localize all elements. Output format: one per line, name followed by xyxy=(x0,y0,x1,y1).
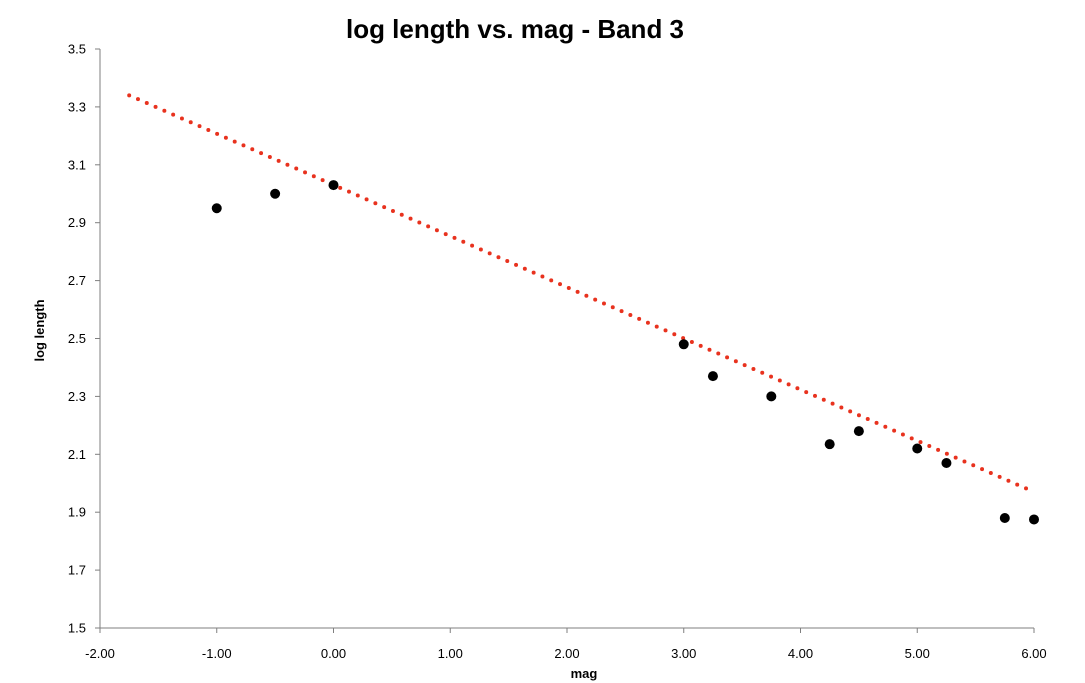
y-tick-label: 3.5 xyxy=(68,42,86,57)
data-point xyxy=(707,371,718,382)
trendline xyxy=(127,93,1036,494)
x-tick-label: 6.00 xyxy=(1021,646,1046,661)
data-point xyxy=(853,426,864,437)
x-tick-label: 0.00 xyxy=(321,646,346,661)
x-tick-label: 2.00 xyxy=(554,646,579,661)
points-layer xyxy=(211,180,1039,525)
y-tick-label: 2.5 xyxy=(68,331,86,346)
x-axis-label: mag xyxy=(571,666,598,681)
data-point xyxy=(999,512,1010,523)
axes xyxy=(99,49,1034,629)
y-tick-label: 2.7 xyxy=(68,273,86,288)
y-tick-label: 1.7 xyxy=(68,563,86,578)
x-tick-label: -1.00 xyxy=(202,646,232,661)
x-tick-label: 4.00 xyxy=(788,646,813,661)
y-ticks: 1.5 1.7 1.9 2.1 2.3 2.5 2.7 2.9 3.1 3.3 3.5 xyxy=(68,42,100,636)
x-tick-label: 3.00 xyxy=(671,646,696,661)
x-tick-label: -2.00 xyxy=(85,646,115,661)
y-tick-label: 1.9 xyxy=(68,505,86,520)
data-point xyxy=(211,203,222,214)
y-tick-label: 1.5 xyxy=(68,621,86,636)
x-ticks: -2.00 -1.00 0.00 1.00 2.00 3.00 4.00 5.00 6.00 xyxy=(85,628,1047,661)
data-point xyxy=(270,188,281,199)
data-point xyxy=(328,180,339,191)
trendline-layer xyxy=(127,93,1036,494)
y-tick-label: 2.9 xyxy=(68,215,86,230)
y-tick-label: 3.1 xyxy=(68,157,86,172)
data-point xyxy=(766,391,777,402)
x-tick-label: 5.00 xyxy=(905,646,930,661)
chart-title: log length vs. mag - Band 3 xyxy=(345,14,685,44)
x-tick-label: 1.00 xyxy=(438,646,463,661)
data-point xyxy=(1029,514,1039,525)
data-point xyxy=(824,439,835,450)
y-tick-label: 2.1 xyxy=(68,447,86,462)
data-point xyxy=(912,443,923,454)
y-tick-label: 2.3 xyxy=(68,389,86,404)
y-tick-label: 3.3 xyxy=(68,99,86,114)
y-axis-label: log length xyxy=(32,299,47,361)
data-point xyxy=(678,339,689,350)
data-point xyxy=(941,457,952,468)
